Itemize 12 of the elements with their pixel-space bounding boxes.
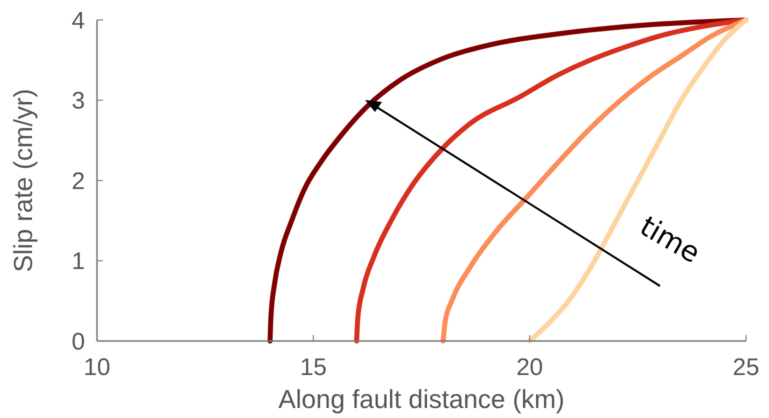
y-axis-title: Slip rate (cm/yr) [8,88,38,272]
x-tick-label: 25 [732,354,760,381]
y-tick-label: 1 [72,248,85,276]
annotation: time [634,209,706,270]
y-tick-label: 2 [72,168,85,195]
x-tick-label: 15 [300,354,327,381]
y-tick-label: 3 [72,88,85,115]
y-tick-label: 0 [72,328,85,356]
x-tick-label: 10 [84,354,110,381]
x-tick-label: 20 [516,354,544,381]
y-tick-label: 4 [72,7,85,34]
x-axis-title: Along fault distance (km) [278,384,565,414]
